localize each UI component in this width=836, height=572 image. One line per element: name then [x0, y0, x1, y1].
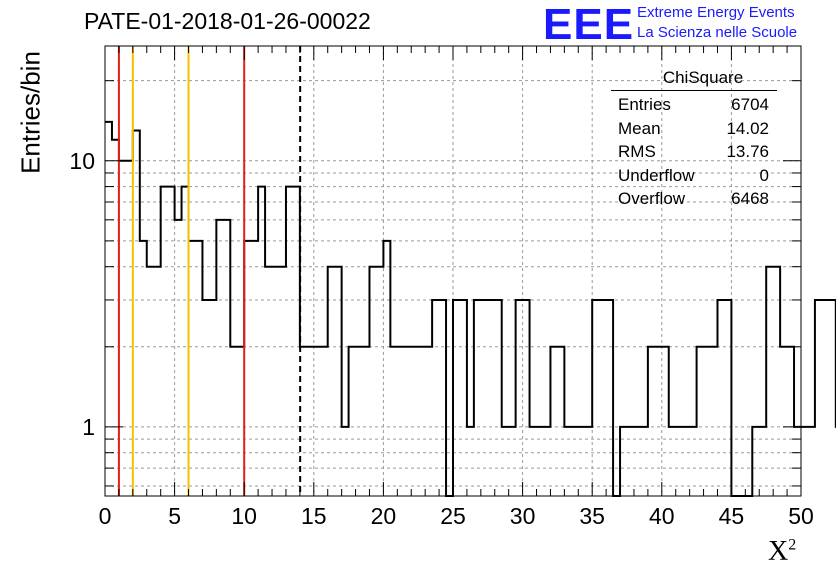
x-tick-label: 50 — [788, 503, 814, 529]
stats-row-overflow: Overflow 6468 — [611, 187, 777, 211]
stats-label: Entries — [618, 95, 671, 114]
x-axis-label-base: Χ — [768, 536, 789, 567]
stats-label: Underflow — [618, 165, 695, 185]
logo-line-2: La Scienza nelle Scuole — [637, 24, 798, 41]
stats-header: ChiSquare — [611, 68, 777, 91]
y-axis-label: Entries/bin — [15, 51, 46, 174]
stats-row-entries: Entries 6704 — [611, 93, 777, 117]
x-tick-label: 45 — [719, 503, 745, 529]
stats-value: 6468 — [731, 189, 769, 208]
eee-logo: EEE — [543, 0, 635, 49]
stats-box: ChiSquare Entries 6704 Mean 14.02 RMS 13.76… — [611, 68, 777, 211]
y-tick-label: 1 — [82, 414, 95, 440]
y-tick-label: 10 — [69, 148, 95, 174]
stats-value: 14.02 — [726, 118, 769, 138]
x-tick-label: 5 — [168, 503, 181, 529]
stats-label: Mean — [618, 118, 661, 138]
x-tick-label: 0 — [99, 503, 112, 529]
stats-row-mean: Mean 14.02 — [611, 117, 777, 141]
reference-lines — [117, 46, 302, 496]
logo-line-1: Extreme Energy Events — [637, 4, 795, 21]
stats-label: RMS — [618, 142, 656, 161]
x-tick-label: 25 — [440, 503, 466, 529]
x-tick-label: 15 — [301, 503, 327, 529]
stats-value: 6704 — [731, 95, 769, 114]
tick-marks — [104, 46, 802, 496]
x-tick-label: 35 — [579, 503, 605, 529]
stats-row-underflow: Underflow 0 — [611, 164, 777, 188]
x-tick-label: 40 — [649, 503, 675, 529]
stats-label: Overflow — [618, 189, 686, 208]
stats-row-rms: RMS 13.76 — [611, 140, 777, 164]
chart-title: PATE-01-2018-01-26-00022 — [84, 8, 371, 34]
x-tick-label: 30 — [510, 503, 536, 529]
x-tick-label: 10 — [231, 503, 257, 529]
tick-labels: 0 5 10 15 20 25 30 35 40 45 50 1 10 — [69, 148, 813, 529]
stats-value: 0 — [759, 165, 769, 185]
stats-value: 13.76 — [726, 142, 769, 161]
x-tick-label: 20 — [371, 503, 397, 529]
x-axis-label-sup: 2 — [788, 536, 797, 554]
x-axis-label: Χ2 — [768, 536, 796, 568]
